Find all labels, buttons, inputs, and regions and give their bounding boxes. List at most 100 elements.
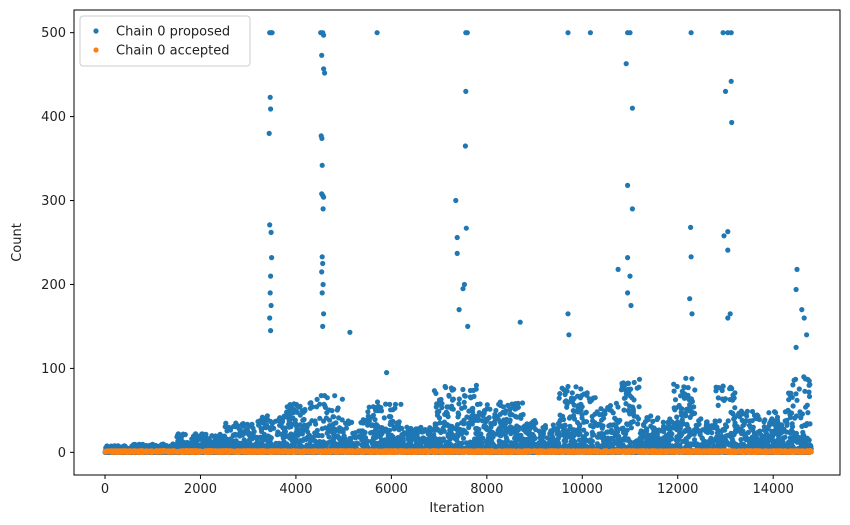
- data-point: [699, 435, 706, 442]
- data-point: [608, 408, 614, 414]
- data-point: [339, 396, 345, 402]
- data-point: [497, 411, 503, 417]
- data-point: [446, 392, 452, 398]
- data-point-outlier: [384, 370, 390, 376]
- data-point: [313, 421, 319, 427]
- data-point: [799, 423, 805, 429]
- data-point: [174, 434, 180, 440]
- data-point: [456, 401, 462, 407]
- data-point: [584, 443, 590, 449]
- data-point: [671, 388, 677, 394]
- data-point: [628, 386, 634, 392]
- data-point: [555, 421, 562, 427]
- data-point: [449, 425, 455, 432]
- data-point: [324, 395, 330, 401]
- data-point: [606, 423, 612, 429]
- data-point-outlier: [464, 30, 470, 36]
- data-point: [502, 431, 508, 437]
- data-point: [597, 412, 603, 418]
- data-point: [804, 402, 810, 408]
- data-point: [274, 432, 280, 438]
- data-point-outlier: [319, 135, 325, 141]
- data-point: [297, 412, 303, 418]
- data-point: [427, 441, 433, 447]
- data-point: [408, 438, 414, 444]
- data-point: [621, 437, 628, 443]
- data-point: [673, 405, 679, 411]
- data-point: [484, 402, 490, 408]
- data-point: [339, 426, 345, 432]
- data-point: [528, 439, 534, 445]
- data-point: [358, 420, 364, 426]
- data-point: [769, 429, 775, 435]
- data-point: [623, 401, 629, 407]
- data-point: [301, 416, 307, 423]
- data-point: [721, 437, 728, 443]
- data-point: [498, 430, 504, 436]
- data-point: [326, 434, 332, 440]
- data-point: [792, 415, 798, 421]
- data-point: [637, 435, 644, 441]
- data-point: [407, 426, 413, 432]
- data-point: [347, 436, 353, 442]
- data-point: [574, 393, 581, 399]
- data-point: [671, 381, 677, 387]
- data-point: [490, 434, 496, 440]
- data-point: [332, 429, 338, 435]
- data-point: [624, 427, 630, 433]
- data-point: [294, 429, 300, 435]
- data-point: [599, 417, 605, 423]
- data-point: [341, 439, 347, 446]
- data-point-outlier: [347, 329, 353, 335]
- data-point: [575, 403, 581, 409]
- data-point: [361, 430, 367, 436]
- data-point: [223, 436, 229, 442]
- data-point: [203, 431, 209, 437]
- data-point: [291, 406, 297, 412]
- data-point: [675, 442, 681, 448]
- data-point: [437, 401, 443, 407]
- data-point-outlier: [627, 273, 633, 279]
- data-point: [441, 420, 447, 426]
- data-point: [623, 391, 629, 397]
- data-point: [479, 418, 485, 424]
- data-point: [676, 436, 682, 443]
- data-point: [590, 432, 596, 438]
- data-point-outlier: [320, 281, 326, 288]
- data-point: [432, 435, 438, 442]
- data-point-outlier: [268, 106, 274, 112]
- data-point: [786, 390, 792, 396]
- data-point-outlier: [517, 319, 523, 325]
- data-point: [564, 404, 570, 410]
- data-point: [797, 409, 803, 415]
- data-point: [368, 430, 374, 436]
- data-point: [793, 391, 799, 397]
- data-point: [475, 434, 482, 440]
- data-point: [545, 442, 551, 448]
- data-point: [386, 432, 392, 438]
- data-point-outlier: [625, 290, 631, 296]
- data-point: [672, 397, 679, 403]
- data-point: [715, 395, 721, 401]
- data-point: [754, 416, 761, 422]
- data-point: [386, 413, 392, 420]
- data-point: [556, 395, 562, 401]
- data-point: [505, 402, 511, 408]
- data-point: [313, 432, 319, 438]
- data-point: [233, 432, 239, 438]
- data-point: [215, 436, 221, 442]
- data-point: [725, 418, 731, 424]
- data-point-outlier: [565, 30, 571, 36]
- data-point: [631, 397, 637, 403]
- data-point: [555, 435, 562, 441]
- data-point: [454, 432, 460, 438]
- data-point: [573, 384, 579, 390]
- data-point-outlier: [267, 290, 273, 296]
- data-point: [727, 386, 733, 392]
- data-point: [587, 439, 593, 445]
- data-point-outlier: [615, 266, 621, 272]
- data-point: [671, 423, 677, 429]
- data-point-outlier: [625, 255, 631, 261]
- data-point: [635, 421, 641, 427]
- data-point: [718, 433, 725, 439]
